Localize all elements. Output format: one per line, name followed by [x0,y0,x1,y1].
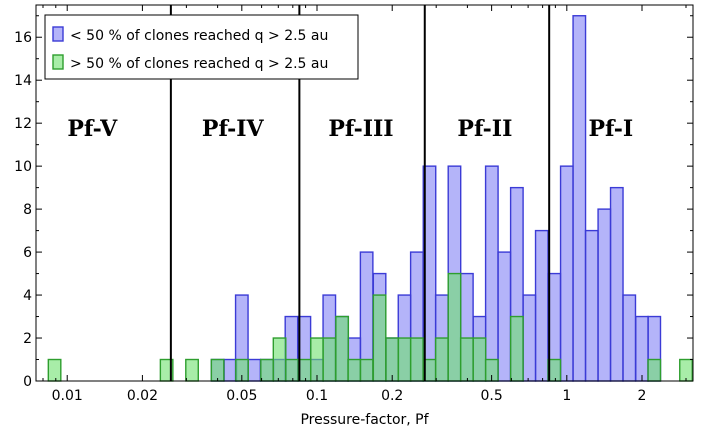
legend-box [44,14,359,80]
bar-low [247,358,262,382]
bar-low [522,294,537,382]
bar-high [472,337,487,382]
y-tick-label: 10 [14,159,32,175]
y-tick-label: 0 [23,374,32,390]
bar-low [223,358,238,382]
legend-swatch-high [52,54,64,70]
bar-high [210,358,225,382]
legend: < 50 % of clones reached q > 2.5 au > 50… [44,14,359,80]
bar-high [647,358,662,382]
bar-low [559,165,574,382]
y-tick-label: 8 [23,202,32,218]
bar-low [597,208,612,382]
legend-label-low: < 50 % of clones reached q > 2.5 au [70,28,328,44]
y-tick-label: 6 [23,245,32,261]
bar-high [385,337,400,382]
bar-low [635,315,649,382]
x-tick-label: 0.2 [381,388,403,404]
y-tick-label: 4 [23,288,32,304]
bar-high [347,358,362,382]
bar-high [47,358,62,382]
bar-high [285,358,299,382]
x-axis-label: Pressure-factor, Pf [300,412,429,428]
bar-high [679,358,693,382]
region-label: Pf-I [588,116,633,142]
region-label: Pf-V [67,116,118,142]
x-tick-label: 0.05 [226,388,257,404]
bar-low [484,165,499,382]
bar-low [572,15,587,382]
region-label: Pf-II [457,116,512,142]
bar-high [185,358,199,382]
x-tick-label: 0.01 [52,388,83,404]
bar-high [447,272,462,382]
bar-high [409,337,424,382]
bar-high [397,337,412,382]
bar-high [272,337,287,382]
bar-low [609,186,624,382]
bar-high [434,337,449,382]
x-tick-label: 0.1 [306,388,328,404]
x-tick-label: 1 [562,388,571,404]
y-tick-label: 2 [23,331,32,347]
x-tick-label: 0.5 [480,388,502,404]
legend-label-high: > 50 % of clones reached q > 2.5 au [70,56,328,72]
legend-swatch-low [52,26,64,42]
bar-high [322,337,337,382]
bar-low [622,294,637,382]
y-tick-label: 16 [14,30,32,46]
y-tick-label: 12 [14,116,32,132]
bar-low [497,251,512,382]
bar-high [310,337,324,382]
bar-low [584,229,599,382]
bar-high [459,337,474,382]
region-label: Pf-III [328,116,393,142]
region-labels: Pf-V Pf-IV Pf-III Pf-II Pf-I [67,116,633,142]
bar-low [534,229,549,382]
bar-high [335,315,350,382]
y-tick-label: 14 [14,73,32,89]
plot-frame [35,4,694,382]
bar-high [509,315,524,382]
bar-high [359,358,374,382]
bar-high [372,294,387,382]
bar-high [260,358,274,382]
x-tick-label: 2 [638,388,647,404]
region-label: Pf-IV [202,116,265,142]
x-tick-label: 0.02 [127,388,158,404]
